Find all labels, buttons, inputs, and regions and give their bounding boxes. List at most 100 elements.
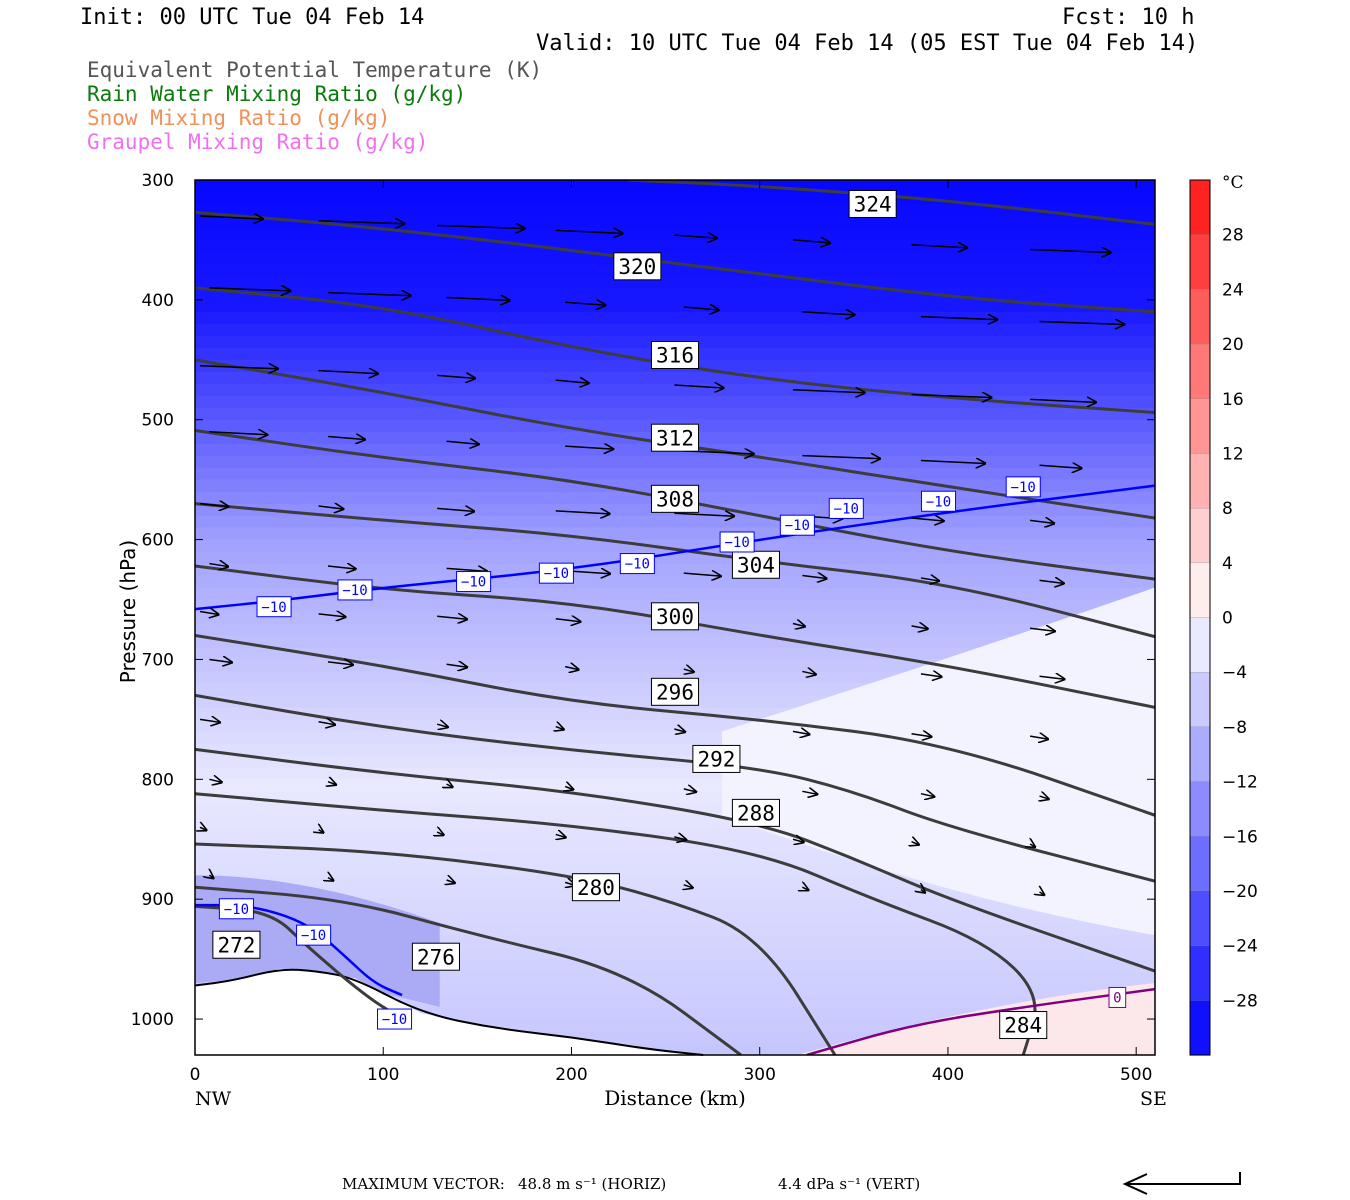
temp-contour-label: −10 — [218, 898, 254, 920]
wind-vector — [555, 230, 623, 233]
wind-vector — [1030, 399, 1096, 402]
wind-vector — [1030, 250, 1111, 253]
theta-e-contours — [195, 180, 1155, 1055]
temp-band — [195, 239, 1155, 253]
wind-vector — [327, 566, 356, 569]
wind-vector — [1039, 465, 1082, 468]
terrain-outline — [194, 968, 704, 1056]
temp-contour-label: −10 — [256, 596, 292, 618]
colorbar-tick-label: 20 — [1222, 335, 1244, 355]
temp-contour-label: 0 — [1108, 986, 1127, 1008]
wind-vector — [911, 518, 944, 521]
theta-e-contour-276 — [195, 885, 742, 1055]
temp-band — [195, 587, 1155, 601]
wind-vector — [209, 875, 213, 878]
temp-band — [195, 203, 1155, 217]
wind-vector — [802, 456, 880, 459]
contour-label-text: 316 — [656, 344, 694, 368]
temp-band — [195, 467, 1155, 481]
contour-label-box — [650, 677, 700, 706]
theta-e-contour-300 — [195, 564, 1155, 709]
contour-label-text: −10 — [382, 1012, 407, 1028]
wind-vector — [802, 887, 808, 890]
wind-vector — [1039, 580, 1064, 583]
x-tick-label: 0 — [190, 1065, 201, 1085]
y-tick-label: 800 — [142, 770, 174, 790]
contour-label-text: 284 — [1004, 1014, 1042, 1038]
contour-label-box — [650, 423, 700, 452]
wind-vector — [565, 302, 605, 305]
contour-label-box — [921, 490, 957, 512]
wind-vector — [792, 839, 804, 842]
wind-vector — [318, 221, 405, 224]
theta-e-contour-272 — [195, 904, 403, 1021]
forecast-hour: Fcst: 10 h — [1062, 5, 1195, 30]
theta-e-label-296: 296 — [650, 677, 700, 706]
contour-label-text: 280 — [577, 876, 615, 900]
temp-band — [195, 287, 1155, 301]
temp-band — [195, 180, 1155, 193]
legend-rain-water: Rain Water Mixing Ratio (g/kg) — [87, 82, 467, 106]
temp-band — [195, 311, 1155, 325]
theta-e-label-288: 288 — [731, 798, 780, 827]
contour-label-text: −10 — [785, 518, 810, 534]
wind-vector — [1029, 736, 1048, 739]
contour-label-text: −10 — [301, 928, 326, 944]
colorbar-segment — [1189, 179, 1211, 236]
wind-vector — [792, 390, 865, 393]
theta-e-label-280: 280 — [571, 873, 620, 902]
contour-label-box — [218, 898, 254, 920]
y-tick-label: 300 — [142, 171, 174, 191]
contour-label-text: 308 — [656, 487, 694, 511]
wind-vector — [911, 395, 992, 398]
wind-vector — [209, 288, 290, 291]
wind-vector — [911, 626, 928, 629]
temp-contour-label: −10 — [719, 531, 755, 553]
max-vector-label: MAXIMUM VECTOR: — [342, 1175, 505, 1193]
wind-vector — [683, 789, 696, 792]
colorbar: °C 28 24 20 16 12 8 4 0 −4 −8 −12 −16 −20 −24 −28 — [1189, 173, 1258, 1056]
wind-vector — [327, 293, 411, 296]
temp-band — [195, 299, 1155, 313]
temp-band — [195, 563, 1155, 577]
contour-label-box — [296, 924, 332, 946]
temp-band — [195, 407, 1155, 421]
max-vector-horiz: 48.8 m s⁻¹ (HORIZ) — [518, 1175, 667, 1193]
contour-label-box — [999, 1011, 1048, 1040]
contour-label-text: −10 — [544, 566, 569, 582]
wind-vector — [199, 216, 263, 219]
terrain-fill — [195, 968, 1155, 1055]
wind-vector — [437, 508, 474, 511]
contour-label-text: −10 — [834, 501, 859, 517]
contour-label-text: 324 — [854, 193, 892, 217]
contour-label-box — [613, 252, 662, 281]
wind-vector — [446, 297, 510, 300]
theta-e-contour-308 — [195, 429, 1155, 581]
temp-band — [195, 395, 1155, 409]
wind-vector — [447, 880, 455, 883]
wind-vector — [920, 578, 939, 581]
x-tick-label: 400 — [932, 1065, 964, 1085]
colorbar-tick-label: −8 — [1222, 718, 1247, 738]
temp-band — [195, 899, 1155, 913]
contour-label-text: −10 — [224, 902, 249, 918]
wind-vector — [318, 506, 344, 509]
colorbar-tick-label: 0 — [1222, 609, 1233, 629]
wind-vector — [1040, 892, 1045, 895]
colorbar-segment — [1189, 1000, 1211, 1056]
temp-contour-label: −10 — [456, 571, 492, 593]
wind-vector — [683, 573, 721, 576]
contour-label-text: 296 — [656, 680, 694, 704]
reference-vector-arrow — [1122, 1172, 1241, 1195]
temp-band — [195, 215, 1155, 229]
colorbar-segment — [1189, 234, 1211, 291]
wind-vector — [209, 779, 221, 782]
colorbar-tick-label: −20 — [1222, 882, 1258, 902]
wind-vector — [683, 307, 719, 310]
plot-frame — [194, 179, 1156, 1056]
wind-vector — [327, 662, 353, 665]
wind-vector — [437, 832, 443, 835]
wind-vector — [911, 245, 967, 248]
wind-vector — [200, 827, 206, 830]
wind-vector — [911, 734, 932, 737]
